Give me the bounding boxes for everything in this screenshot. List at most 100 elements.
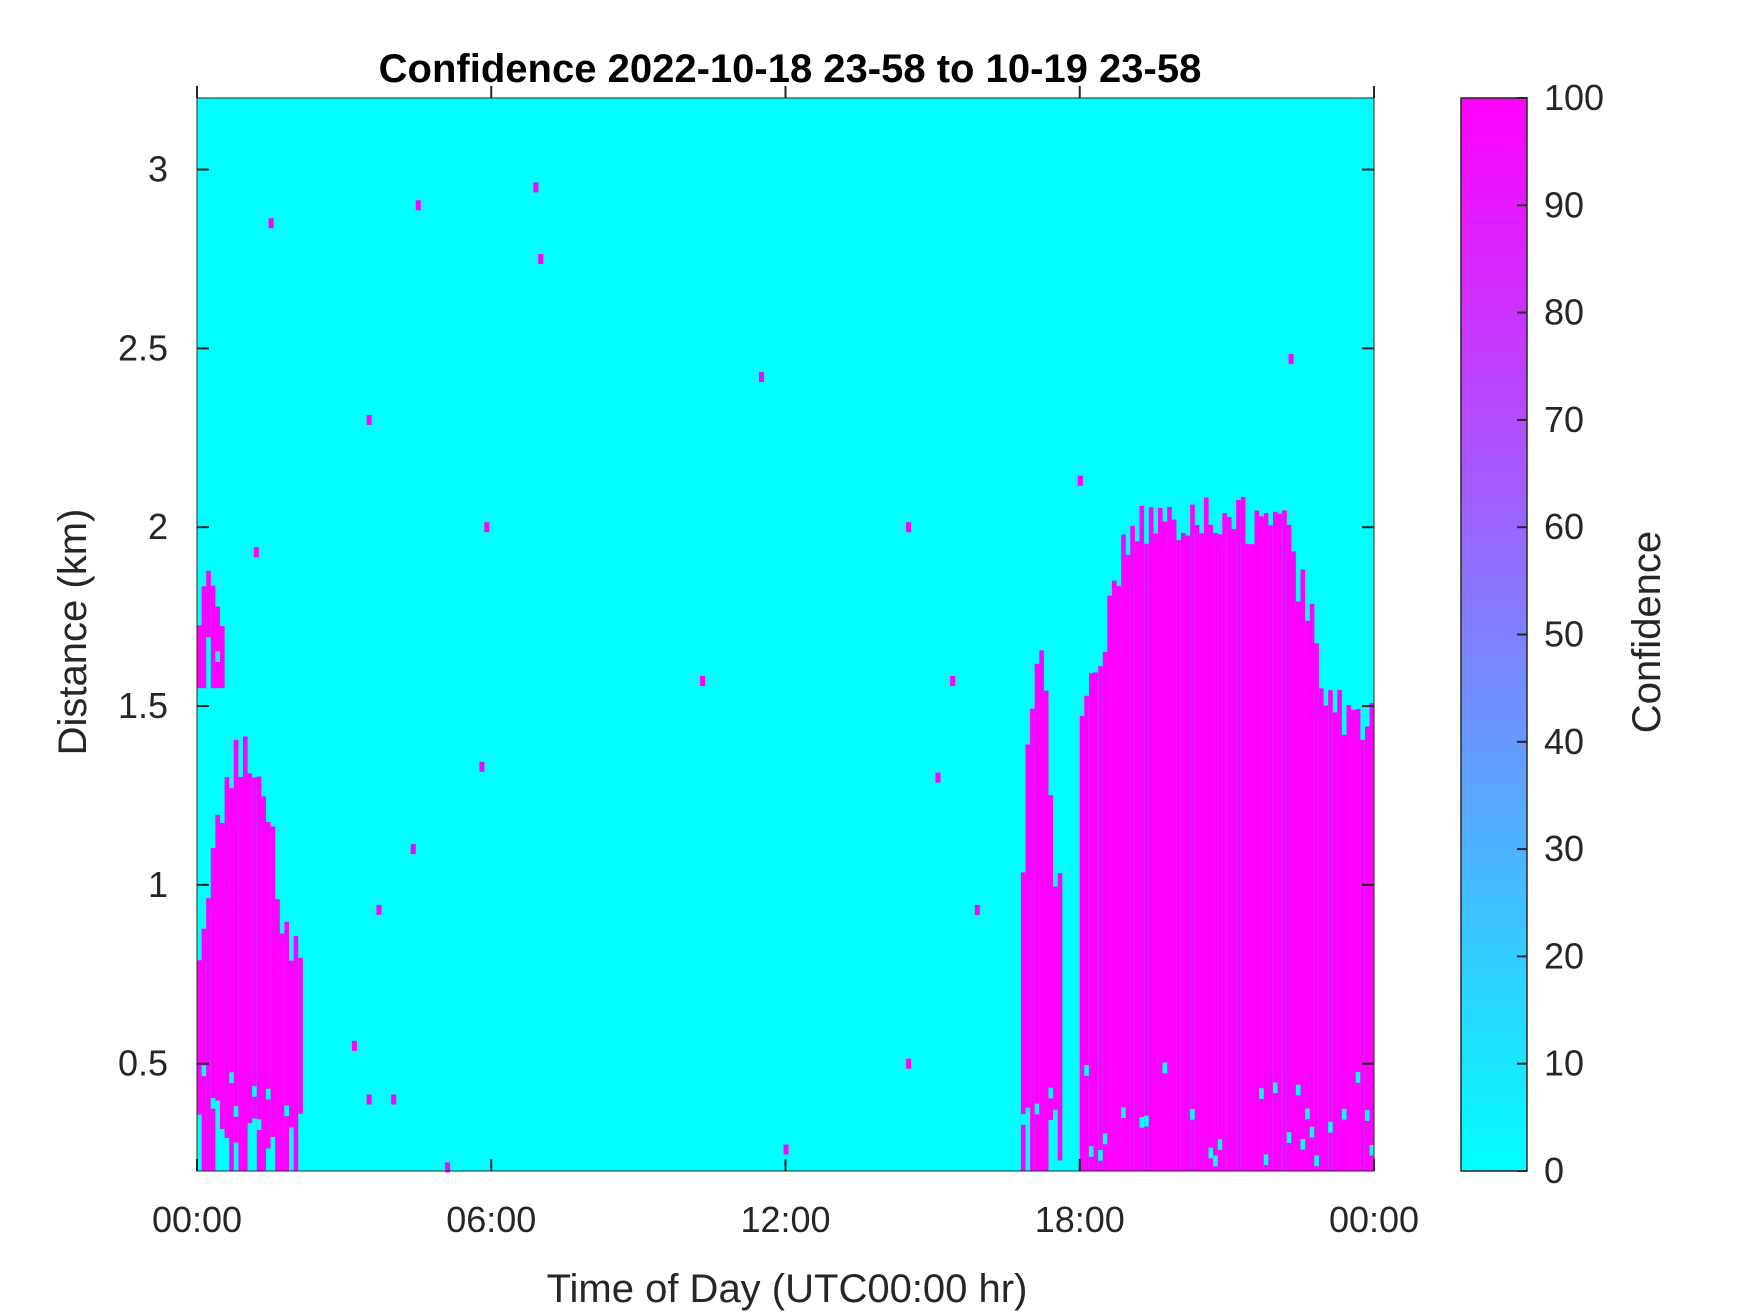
colorbar-tick-label: 40 <box>1544 721 1584 762</box>
evening-cloud-column <box>1185 535 1191 1171</box>
afternoon-column-column <box>1034 663 1040 1171</box>
data-point <box>935 772 941 783</box>
data-point <box>1288 354 1294 365</box>
evening-cloud-column <box>1208 524 1214 1171</box>
colorbar-tick-label: 80 <box>1544 292 1584 333</box>
afternoon-column-column <box>1048 795 1054 1121</box>
evening-cloud-column <box>1259 516 1264 1171</box>
data-point <box>950 676 956 686</box>
y-axis-label: Distance (km) <box>51 509 95 756</box>
early-morning-cloud-column <box>206 898 211 1171</box>
low-confidence-gap <box>266 1088 271 1100</box>
data-point <box>484 522 490 533</box>
evening-cloud-column <box>1121 534 1126 1171</box>
evening-cloud-column <box>1130 525 1135 1171</box>
early-morning-cloud-column <box>243 736 248 1171</box>
evening-cloud-column <box>1107 595 1112 1171</box>
colorbar-tick-label: 10 <box>1544 1043 1584 1084</box>
evening-cloud-column <box>1236 500 1241 1172</box>
early-morning-cloud-column <box>270 826 276 1146</box>
low-confidence-gap <box>233 1106 239 1117</box>
colorbar-tick-label: 100 <box>1544 77 1604 118</box>
x-axis-label: Time of Day (UTC00:00 hr) <box>547 1267 1028 1311</box>
early-morning-cloud-column <box>197 960 202 1115</box>
data-point <box>351 1040 357 1051</box>
evening-cloud-column <box>1369 702 1375 1171</box>
evening-cloud-column <box>1093 672 1099 1171</box>
y-tick-label: 1.5 <box>118 685 168 726</box>
early-morning-cloud-column <box>275 899 280 1171</box>
low-confidence-gap <box>215 651 220 662</box>
evening-cloud-column <box>1240 496 1246 1171</box>
low-confidence-gap <box>252 1086 257 1097</box>
early-morning-cloud-column <box>220 823 225 1129</box>
evening-cloud-column <box>1167 506 1172 1171</box>
evening-cloud-column <box>1098 666 1103 1171</box>
evening-cloud-column <box>1300 569 1306 1171</box>
evening-cloud-column <box>1346 705 1352 1171</box>
early-morning-cloud-column <box>289 960 294 1128</box>
early-morning-cloud-column <box>229 788 234 1171</box>
evening-cloud-column <box>1102 651 1108 1171</box>
evening-cloud-column <box>1116 586 1122 1171</box>
evening-cloud-column <box>1360 739 1365 1171</box>
low-confidence-gap <box>220 585 225 596</box>
evening-cloud-column <box>1190 504 1195 1172</box>
evening-cloud-column <box>1079 715 1085 1171</box>
x-tick-label: 00:00 <box>1329 1199 1419 1240</box>
colorbar: 0 10 20 30 40 50 60 70 80 90 100 <box>1460 77 1604 1191</box>
afternoon-column-column <box>1043 690 1049 1171</box>
evening-cloud-column <box>1263 513 1269 1171</box>
colorbar-tick-label: 90 <box>1544 184 1584 225</box>
low-confidence-gap <box>1342 1108 1347 1120</box>
low-confidence-gap <box>1121 1107 1126 1118</box>
early-morning-upper-column <box>215 606 220 689</box>
evening-cloud-column <box>1268 525 1273 1171</box>
data-point <box>410 844 416 855</box>
evening-cloud-column <box>1162 521 1168 1171</box>
low-confidence-gap <box>1273 1082 1278 1094</box>
data-point <box>906 522 912 533</box>
evening-cloud-column <box>1217 534 1223 1171</box>
evening-cloud-column <box>1351 709 1356 1171</box>
evening-cloud-column <box>1365 726 1370 1171</box>
chart-title: Confidence 2022-10-18 23-58 to 10-19 23-… <box>379 47 1202 91</box>
low-confidence-gap <box>1300 1138 1306 1150</box>
y-tick-label: 0.5 <box>118 1043 168 1084</box>
evening-cloud-column <box>1153 533 1158 1171</box>
low-confidence-gap <box>256 1119 262 1130</box>
evening-cloud-column <box>1323 705 1329 1171</box>
early-morning-cloud-column <box>256 776 262 1171</box>
evening-cloud-column <box>1291 551 1296 1171</box>
evening-cloud-column <box>1305 620 1310 1171</box>
early-morning-upper-column <box>210 585 216 689</box>
evening-cloud-column <box>1084 695 1089 1171</box>
plot-area <box>196 97 1375 1173</box>
early-morning-upper-column <box>220 626 225 689</box>
afternoon-column-column <box>1057 873 1063 1161</box>
data-point <box>783 1144 789 1155</box>
low-confidence-gap <box>1263 1154 1269 1166</box>
low-confidence-gap <box>1213 1155 1218 1167</box>
evening-cloud-column <box>1355 709 1361 1171</box>
evening-cloud-column <box>1158 507 1163 1171</box>
low-confidence-gap <box>1286 1132 1292 1143</box>
colorbar-tick-label: 70 <box>1544 399 1584 440</box>
evening-cloud-column <box>1112 580 1117 1171</box>
early-morning-cloud-column <box>279 933 285 1171</box>
evening-cloud-column <box>1337 689 1342 1171</box>
early-morning-cloud-column <box>261 796 266 1171</box>
evening-cloud-column <box>1245 543 1250 1171</box>
low-confidence-gap <box>1309 1126 1315 1138</box>
evening-cloud-column <box>1254 510 1260 1171</box>
low-confidence-gap <box>1259 1088 1264 1099</box>
y-tick-label: 3 <box>148 149 168 190</box>
y-tick-label: 2 <box>148 506 168 547</box>
data-point <box>268 218 274 229</box>
x-tick-label: 18:00 <box>1035 1199 1125 1240</box>
low-confidence-gap <box>1098 1150 1103 1161</box>
data-point <box>700 676 706 686</box>
early-morning-cloud-column <box>238 777 243 1171</box>
low-confidence-gap <box>1089 1146 1094 1157</box>
